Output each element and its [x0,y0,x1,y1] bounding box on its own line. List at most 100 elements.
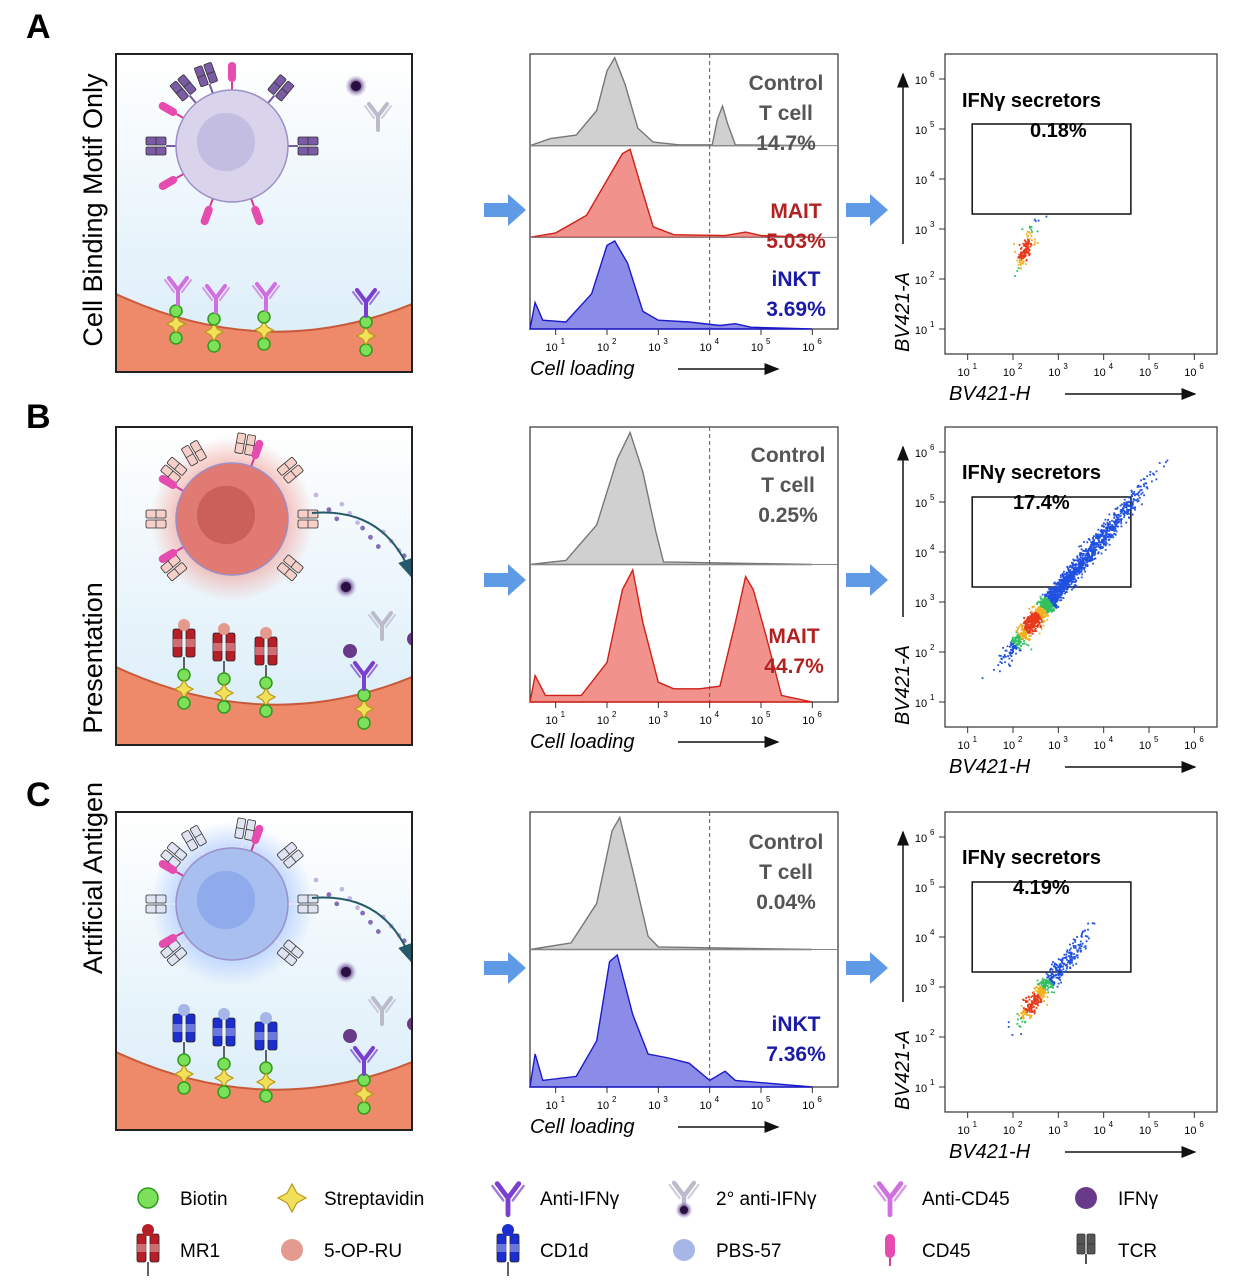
y-tick-label: 10 [915,698,927,710]
scatter-point [1020,645,1023,647]
y-tick-exponent: 5 [930,120,935,129]
histogram-series [529,430,813,566]
y-tick-label: 10 [915,225,927,237]
scatter-point [1050,588,1053,590]
scatter-point [1013,640,1015,642]
scatter-point [1095,545,1098,548]
scatter-point [1023,1012,1026,1015]
scatter-point [1095,533,1097,535]
scatter-point [1066,966,1069,968]
scatter-point [1040,1001,1043,1003]
scatter-point [1062,587,1065,590]
legend-item: TCR [1076,1233,1157,1264]
scatter-point [1120,508,1122,511]
scatter-point [1063,953,1066,956]
scatter-point [1032,1010,1035,1013]
y-tick-exponent: 2 [930,270,935,279]
scatter-point [1063,588,1066,591]
scatter-point [1129,505,1132,508]
scatter-point [1028,238,1031,240]
ifng-dot [341,967,351,977]
scatter-point [1071,565,1074,567]
scatter-point [1051,981,1054,984]
tcr-icon [274,554,304,581]
scatter-point [1086,561,1088,564]
scatter-point [1111,519,1113,522]
anti-ifng-glyph [491,1181,525,1218]
x-tick-label: 10 [958,740,970,752]
cd45-icon [158,931,185,948]
scatter-point [1149,471,1152,473]
scatter-point [1018,640,1021,642]
anti-ifng-icon [415,1036,441,1062]
scatter-point [1042,978,1045,981]
x-tick-exponent: 6 [1199,362,1204,371]
scatter-point [1104,535,1107,537]
scatter-point [1133,493,1135,495]
scatter-point [1017,1018,1019,1021]
scatter-point [1048,977,1051,980]
scatter-point [1022,1017,1025,1019]
scatter-point [1015,647,1018,649]
scatter-point [1080,933,1083,936]
scatter-point [1086,564,1089,566]
legend-item: CD45 [885,1234,971,1266]
scatter-point [1078,545,1081,548]
scatter-point [1022,257,1024,260]
scatter-point [1049,969,1051,971]
scatter-point [1018,1025,1021,1027]
scatter-point [1046,996,1049,998]
scatter-point [1046,606,1048,609]
scatter-point [1094,552,1097,555]
scatter-point [1055,598,1058,601]
plot-frame [529,53,839,330]
scatter-point [1061,959,1063,962]
x-tick-label: 10 [1003,367,1015,379]
x-axis-label: Cell loading [530,731,635,753]
scatter-point [1101,546,1103,548]
scatter-point [1043,620,1046,623]
scatter-point [1055,607,1058,609]
biotin-icon [169,304,183,318]
scatter-point [1008,663,1010,666]
scatter-point [1080,566,1083,569]
scatter-point [1137,499,1140,502]
scatter-point [1020,1005,1023,1007]
ifng-dot [341,582,351,592]
scatter-point [1053,595,1055,598]
secondary-anti-ifng-icon [364,102,392,132]
panel-letter-b: B [26,398,51,436]
scatter-point [1018,641,1021,644]
scatter-point [1120,522,1123,525]
cd1d-icon [496,1224,520,1276]
scatter-point [1107,523,1110,525]
scatter-point [1085,947,1087,950]
scatter-point [1084,570,1086,573]
histogram-series [529,567,813,703]
scatter-point [1073,559,1075,562]
scatter-point [1074,564,1076,567]
scatter-point [1055,971,1057,974]
scatter-point [1036,983,1039,986]
scatter-point [1038,623,1040,625]
scatter-point [1093,554,1096,556]
scatter-point [1106,533,1109,536]
x-tick-label: 10 [546,1100,558,1112]
scatter-point [1034,238,1036,241]
scatter-point [1074,939,1077,941]
scatter-point [1018,638,1021,641]
scatter-point [1069,957,1072,959]
gate-value-a: 0.18% [1030,120,1087,142]
scatter-point [1028,998,1031,1001]
scatter-point [1123,513,1126,515]
scatter-point [1134,506,1136,509]
legend-item: 5-OP-RU [281,1239,402,1262]
scatter-point [1033,243,1036,246]
scatter-point [1044,607,1047,610]
stat-mait-value: 44.7% [764,655,824,678]
scatter-point [1024,1008,1027,1011]
scatter-point [1020,623,1022,626]
scatter-point [1037,618,1039,621]
anti-ifng-icon [415,280,441,306]
